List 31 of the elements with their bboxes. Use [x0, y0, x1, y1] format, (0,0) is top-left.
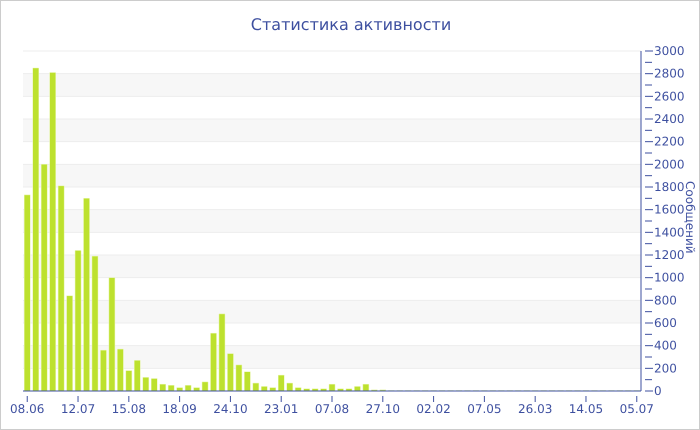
y-tick-label: 1000	[654, 270, 685, 285]
x-tick-label: 15.08	[112, 402, 146, 416]
y-tick-label: 2800	[654, 66, 685, 81]
y-tick-label: 2400	[654, 112, 685, 126]
y-tick-label: 1800	[654, 180, 685, 194]
y-tick-label: 2200	[654, 134, 685, 149]
y-tick-label: 600	[654, 316, 677, 330]
x-tick-label: 23.01	[264, 402, 298, 416]
x-tick-label: 18.09	[162, 402, 197, 416]
x-tick-label: 12.07	[60, 402, 96, 416]
y-tick-label: 0	[654, 384, 662, 398]
x-tick-label: 26.03	[518, 402, 552, 416]
x-tick-label: 14.05	[568, 402, 604, 416]
x-tick-label: 02.02	[416, 402, 451, 416]
y-tick-label: 3000	[654, 44, 685, 58]
y-tick-label: 400	[654, 338, 677, 353]
x-tick-label: 27.10	[366, 402, 400, 416]
y-axis-title: Сообщений	[683, 181, 697, 254]
x-tick-label: 07.05	[467, 402, 502, 416]
y-tick-label: 200	[654, 361, 677, 376]
x-tick-label: 24.10	[213, 402, 248, 416]
y-tick-label: 800	[654, 293, 677, 308]
x-tick-label: 08.06	[10, 402, 44, 416]
y-tick-label: 2600	[654, 89, 685, 104]
y-tick-label: 1200	[654, 248, 685, 262]
x-tick-label: 07.08	[314, 402, 350, 416]
chart-title: Статистика активности	[250, 15, 452, 34]
y-tick-label: 2000	[654, 157, 685, 172]
y-tick-label: 1400	[654, 225, 685, 240]
x-tick-label: 05.07	[620, 402, 654, 416]
y-tick-label: 1600	[654, 202, 685, 217]
